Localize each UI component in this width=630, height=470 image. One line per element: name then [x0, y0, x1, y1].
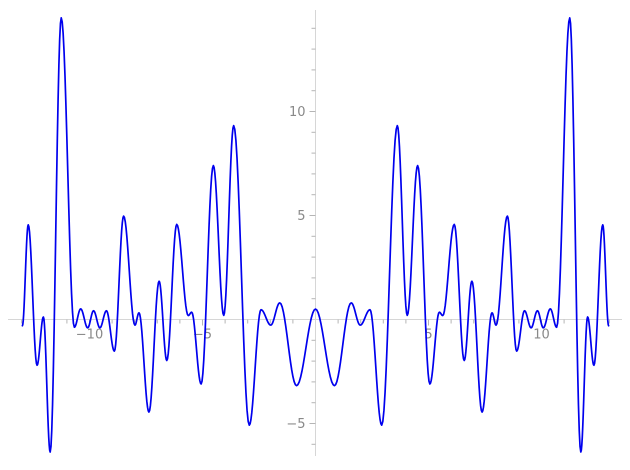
function-curve	[21, 17, 610, 453]
x-tick-label: −10	[76, 328, 103, 343]
x-tick-label: 10	[533, 328, 550, 343]
y-tick-label: 10	[289, 105, 306, 120]
y-tick-labels: −5 5 10	[286, 105, 305, 432]
curve-layer	[21, 17, 610, 453]
x-tick-labels: −10 −5 5 10	[76, 328, 550, 343]
y-axis-ticks	[309, 27, 316, 445]
x-tick-label: 5	[424, 328, 432, 343]
x-tick-label: −5	[193, 328, 212, 343]
y-tick-label: 5	[297, 209, 305, 224]
y-tick-label: −5	[286, 417, 305, 432]
axes	[8, 10, 622, 456]
